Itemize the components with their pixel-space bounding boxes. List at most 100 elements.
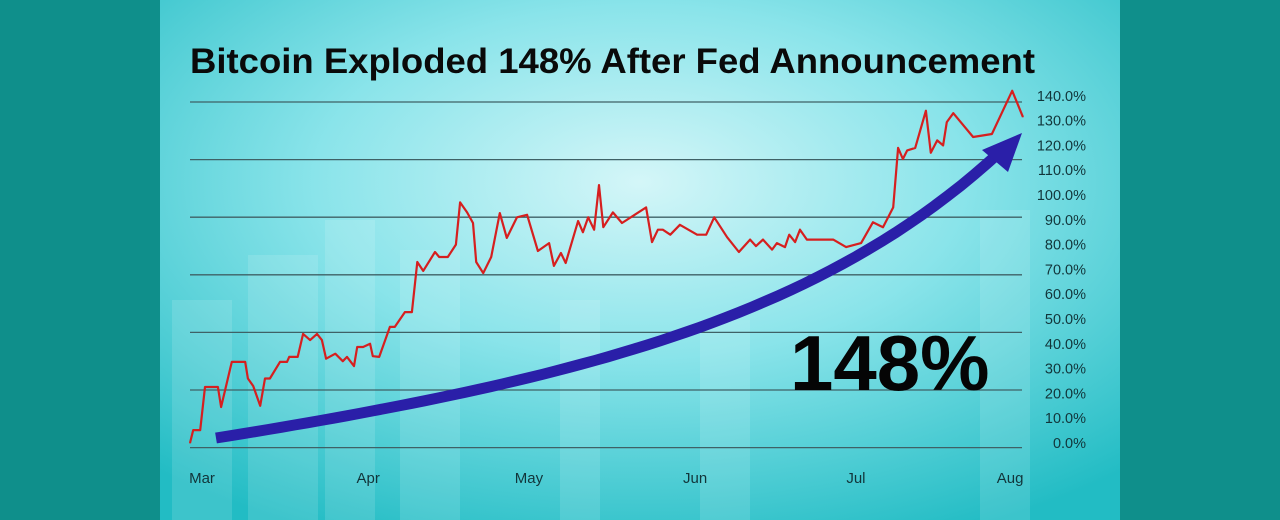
data-point [192, 429, 194, 431]
data-point [930, 152, 932, 154]
y-tick-label: 30.0% [1045, 362, 1086, 378]
y-tick-label: 120.0% [1037, 138, 1086, 154]
x-tick-label: Aug [997, 470, 1024, 487]
y-tick-label: 10.0% [1045, 411, 1086, 427]
data-point [189, 442, 191, 444]
y-tick-label: 60.0% [1045, 287, 1086, 303]
data-point [482, 272, 484, 274]
data-point [582, 231, 584, 233]
data-point [755, 245, 757, 247]
data-point [612, 211, 614, 213]
data-point [389, 326, 391, 328]
data-point [537, 250, 539, 252]
data-point [669, 234, 671, 236]
y-tick-label: 50.0% [1045, 312, 1086, 328]
x-tick-label: Jun [683, 470, 707, 487]
y-tick-label: 20.0% [1045, 386, 1086, 402]
data-point [247, 377, 249, 380]
background-bar [700, 320, 750, 520]
data-point [369, 343, 371, 345]
data-point [220, 406, 222, 408]
data-point [334, 353, 336, 355]
data-point [872, 221, 874, 223]
data-point [991, 133, 993, 135]
y-tick-label: 140.0% [1037, 89, 1086, 105]
data-point [455, 244, 457, 246]
trend-arrow-head [982, 133, 1022, 172]
background-bars [172, 210, 1030, 520]
data-point [346, 356, 348, 358]
data-point [490, 256, 492, 258]
data-point [204, 386, 206, 388]
data-point [416, 261, 418, 263]
data-point [565, 262, 567, 264]
data-point [946, 121, 948, 123]
data-point [499, 212, 501, 214]
data-point [553, 265, 555, 267]
trend-arrow-shaft [215, 147, 1004, 444]
data-point [560, 252, 562, 254]
data-point [696, 234, 698, 236]
data-point [378, 356, 380, 358]
data-point [657, 229, 659, 231]
data-point [264, 377, 266, 380]
data-point [942, 144, 944, 146]
data-point [952, 112, 954, 114]
data-point [475, 261, 477, 263]
y-tick-label: 100.0% [1037, 188, 1086, 204]
chart-background [160, 0, 1120, 520]
x-axis-ticks: Mar Apr May Jun Jul Aug [189, 470, 1023, 487]
x-tick-label: Mar [189, 470, 215, 487]
data-point [602, 226, 604, 228]
data-point [914, 147, 916, 149]
data-point [738, 251, 740, 253]
data-point [342, 360, 344, 362]
data-point [506, 237, 508, 239]
annotation-148-percent: 148% [790, 319, 990, 407]
y-axis-ticks: 0.0% 10.0% 20.0% 30.0% 40.0% 50.0% 60.0% 70.0% 8… [1037, 89, 1086, 452]
data-point [892, 206, 894, 208]
data-point [217, 386, 219, 388]
data-point [897, 147, 899, 149]
data-point [244, 361, 246, 363]
data-point [279, 361, 281, 363]
data-point [199, 429, 201, 431]
data-point [434, 251, 436, 253]
chart-title: Bitcoin Exploded 148% After Fed Announce… [190, 42, 1035, 81]
data-point [526, 214, 528, 216]
data-point [269, 377, 271, 380]
data-point [472, 222, 474, 224]
data-point [459, 201, 461, 204]
data-point [372, 355, 374, 357]
data-point [972, 136, 974, 138]
data-point [356, 346, 358, 348]
data-point [726, 236, 728, 238]
x-tick-label: May [515, 470, 544, 487]
data-point [411, 311, 413, 313]
y-tick-label: 80.0% [1045, 238, 1086, 254]
series-points [189, 90, 1024, 444]
data-point [297, 356, 299, 358]
data-point [806, 239, 808, 241]
gridlines [190, 101, 1022, 449]
data-point [302, 333, 304, 335]
data-point [788, 234, 790, 236]
y-tick-label: 110.0% [1038, 163, 1086, 179]
data-point [651, 241, 653, 243]
data-point [771, 248, 773, 251]
data-point [325, 358, 327, 360]
data-point [902, 158, 904, 160]
data-point [404, 311, 406, 313]
data-point [516, 216, 518, 218]
data-point [288, 356, 290, 358]
y-tick-label: 70.0% [1045, 262, 1086, 278]
data-point [662, 229, 664, 231]
y-tick-label: 130.0% [1037, 114, 1086, 130]
data-point [598, 184, 600, 186]
data-point [925, 110, 927, 112]
data-point [845, 246, 847, 248]
data-point [1022, 116, 1024, 118]
data-point [252, 385, 254, 387]
background-bar [248, 255, 318, 520]
